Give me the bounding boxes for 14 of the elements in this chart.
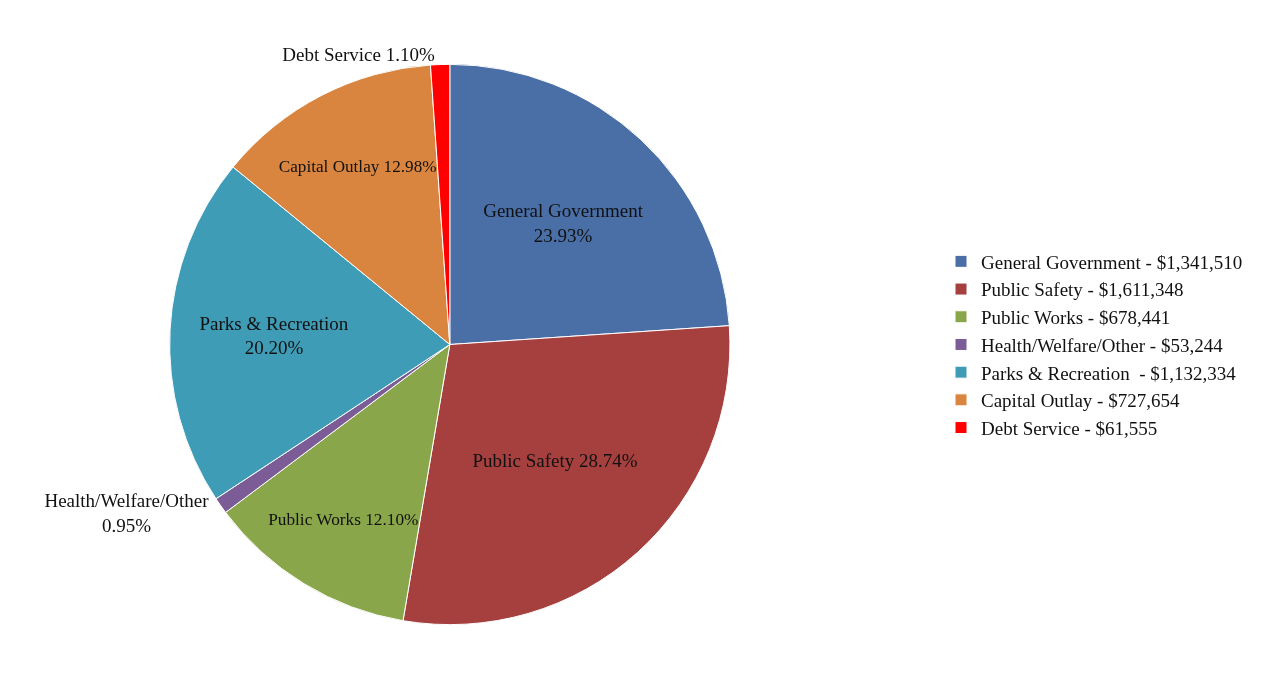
data-label: General Government 23.93% [483, 200, 644, 246]
data-label: Public Safety 28.74% [472, 450, 638, 472]
data-label: Capital Outlay 12.98% [278, 157, 437, 177]
legend-label: Public Safety - $1,611,348 [981, 279, 1184, 301]
legend-label: Parks & Recreation - $1,132,334 [981, 362, 1237, 384]
data-label: Public Works 12.10% [268, 509, 419, 529]
data-label: Parks & Recreation 20.20% [199, 312, 349, 359]
legend-label: Public Works - $678,441 [981, 307, 1171, 329]
legend-label: Health/Welfare/Other - $53,244 [981, 334, 1224, 356]
data-label: Health/Welfare/Other 0.95% [44, 490, 210, 537]
legend-label: Capital Outlay - $727,654 [981, 390, 1180, 412]
data-label: Debt Service 1.10% [282, 43, 435, 65]
legend-label: Debt Service - $61,555 [981, 417, 1158, 439]
legend-label: General Government - $1,341,510 [981, 251, 1243, 273]
